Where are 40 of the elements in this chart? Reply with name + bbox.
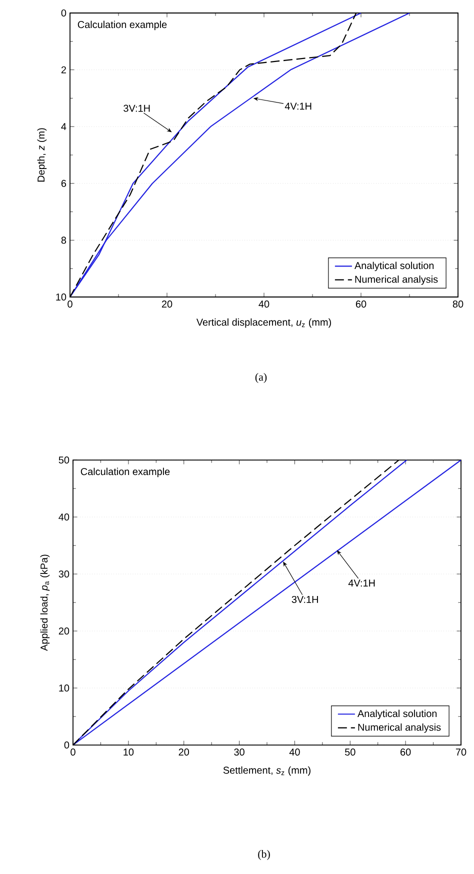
x-tick-label: 0 xyxy=(70,748,76,756)
x-tick-label: 80 xyxy=(452,300,464,308)
x-tick-label: 20 xyxy=(162,300,172,308)
y-tick-label: 0 xyxy=(61,9,66,17)
x-tick-label: 50 xyxy=(345,748,356,756)
y-axis-title: Depth, z (m) xyxy=(37,128,47,182)
y-tick-label: 40 xyxy=(58,513,70,521)
text: (a) xyxy=(255,373,267,383)
x-axis-title: Vertical displacement, u$_{z}$ (mm) xyxy=(196,318,331,328)
y-tick-label: 10 xyxy=(59,684,70,692)
x-tick-label: 10 xyxy=(124,748,134,756)
x-tick-label: 70 xyxy=(456,748,466,756)
y-tick-label: 6 xyxy=(61,180,66,187)
annotation: 4V:1H xyxy=(348,580,375,586)
y-tick-label: 2 xyxy=(61,66,66,74)
x-tick-label: 30 xyxy=(234,748,244,756)
x-tick-label: 60 xyxy=(356,300,366,308)
legend-label: Numerical analysis xyxy=(358,723,441,733)
x-axis-title: Settlement, s$_{z}$ (mm) xyxy=(223,766,310,776)
x-tick-label: 60 xyxy=(400,748,411,756)
legend-label: Numerical analysis xyxy=(355,275,438,285)
annotation: 3V:1H xyxy=(292,596,318,603)
annotation: 3V:1H xyxy=(124,104,150,112)
legend-label: Analytical solution xyxy=(354,262,434,272)
y-tick-label: 0 xyxy=(64,741,70,749)
y-tick-label: 8 xyxy=(61,236,66,244)
text: (b) xyxy=(258,850,270,860)
annotation: 4V:1H xyxy=(284,102,312,110)
y-tick-label: 30 xyxy=(58,570,70,578)
x-tick-label: 20 xyxy=(178,748,190,756)
annotation: Calculation example xyxy=(78,20,167,30)
y-tick-label: 10 xyxy=(56,293,66,301)
y-tick-label: 20 xyxy=(58,627,70,635)
annotation: Calculation example xyxy=(80,468,170,478)
x-tick-label: 40 xyxy=(258,300,270,308)
y-tick-label: 4 xyxy=(61,123,66,130)
y-tick-label: 50 xyxy=(58,456,70,464)
y-axis-title: Applied load, p$_{a}$ (kPa) xyxy=(40,554,50,651)
x-tick-label: 40 xyxy=(289,748,300,756)
legend-label: Analytical solution xyxy=(358,710,437,720)
